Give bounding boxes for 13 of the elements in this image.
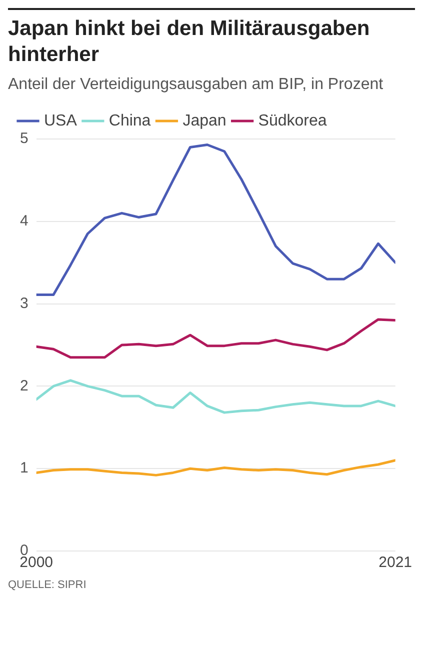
y-tick-label: 5 bbox=[20, 130, 28, 148]
legend-label: China bbox=[108, 112, 151, 130]
chart-title: Japan hinkt bei den Militärausgaben hinterher bbox=[8, 16, 371, 68]
legend-label: USA bbox=[44, 112, 78, 130]
chart-subtitle: Anteil der Verteidigungsausgaben am BIP, in Prozent bbox=[8, 75, 384, 95]
legend-label: Japan bbox=[182, 112, 226, 130]
source-note: QUELLE: SIPRI bbox=[8, 579, 88, 591]
y-tick-label: 4 bbox=[20, 212, 28, 230]
y-tick-label: 1 bbox=[20, 460, 28, 477]
y-tick-label: 3 bbox=[20, 294, 28, 312]
legend-label: Südkorea bbox=[258, 112, 327, 130]
y-tick-label: 2 bbox=[20, 377, 28, 394]
x-tick-label: 2021 bbox=[378, 554, 412, 572]
